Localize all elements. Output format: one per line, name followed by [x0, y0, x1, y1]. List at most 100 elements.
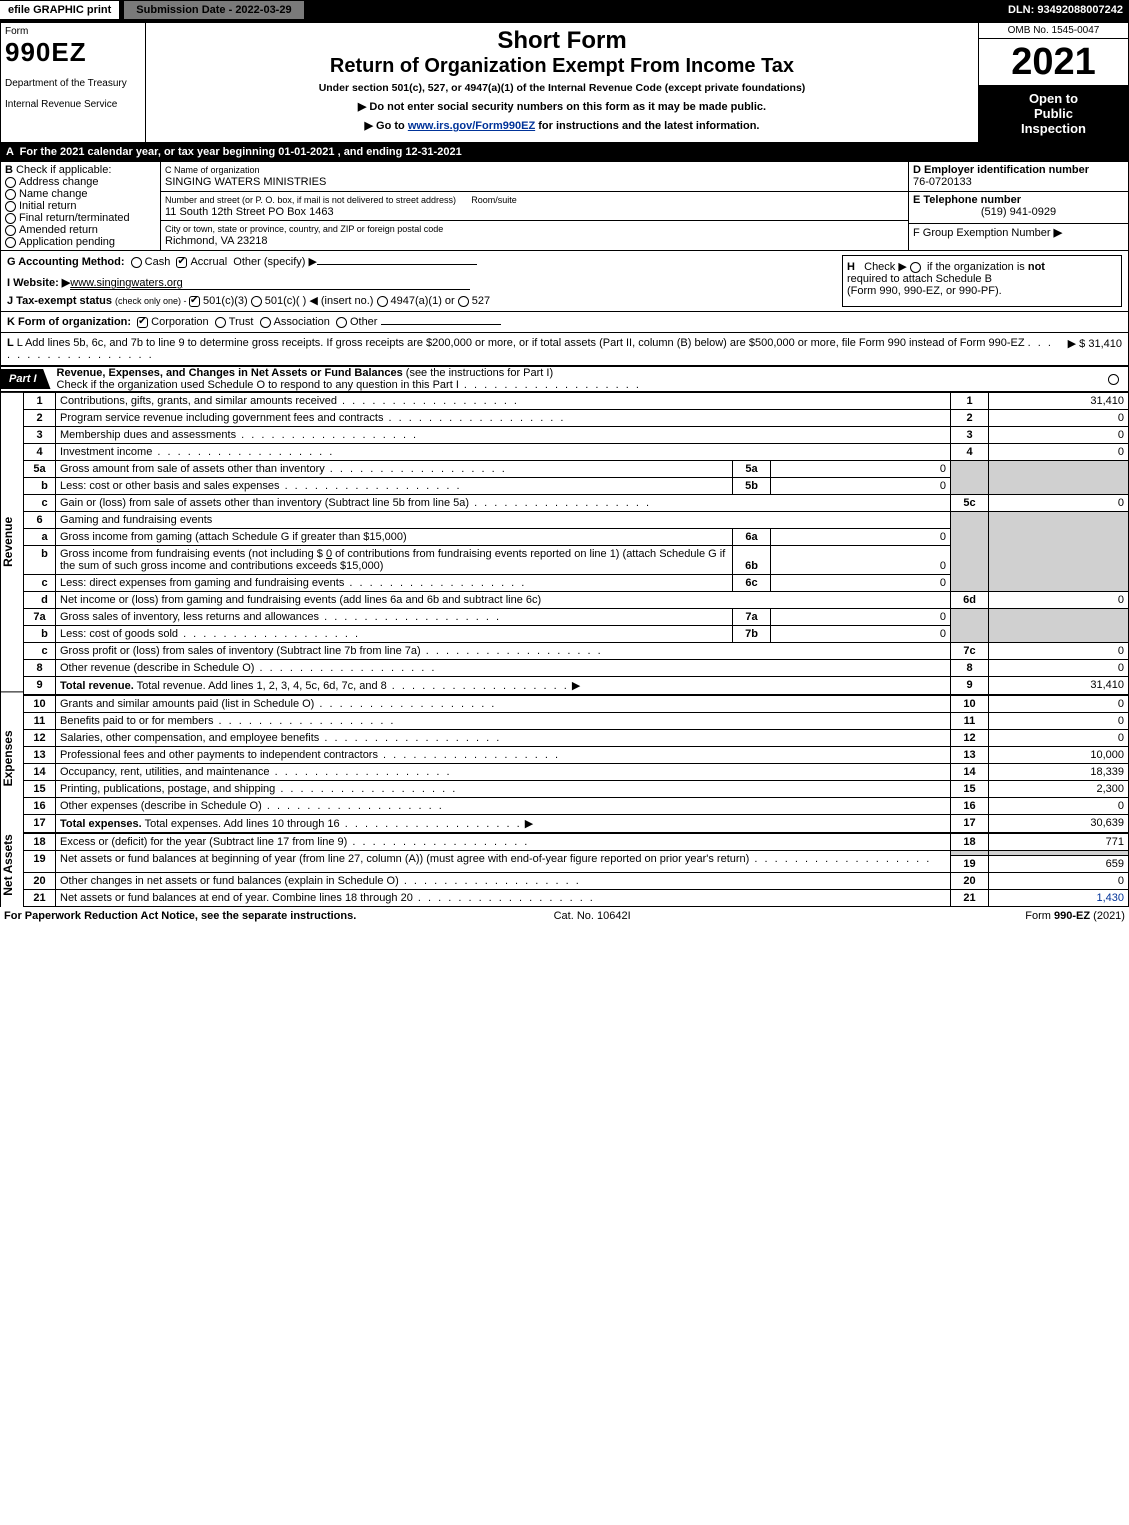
- g-label: G Accounting Method:: [7, 256, 125, 268]
- j-opt0: 501(c)(3): [203, 295, 248, 307]
- chk-lbl-3: Final return/terminated: [19, 212, 130, 224]
- line-2: 2Program service revenue including gover…: [24, 410, 1129, 427]
- checkbox-h[interactable]: [910, 262, 921, 273]
- checkbox-final-return[interactable]: [5, 213, 16, 224]
- checkbox-corporation[interactable]: [137, 317, 148, 328]
- footer-left: For Paperwork Reduction Act Notice, see …: [4, 910, 356, 922]
- ein: 76-0720133: [913, 176, 972, 188]
- section-c-city: City or town, state or province, country…: [161, 221, 909, 251]
- open-line3: Inspection: [983, 121, 1124, 136]
- j-opt2: 4947(a)(1) or: [391, 295, 455, 307]
- line-4: 4Investment income40: [24, 444, 1129, 461]
- part1-title: Revenue, Expenses, and Changes in Net As…: [51, 367, 641, 391]
- g-other: Other (specify) ▶: [233, 256, 317, 268]
- form-header-left: Form 990EZ Department of the Treasury In…: [1, 23, 146, 142]
- c-room-label: Room/suite: [471, 195, 517, 205]
- section-g: G Accounting Method: Cash Accrual Other …: [7, 255, 836, 268]
- efile-label[interactable]: efile GRAPHIC print: [0, 1, 119, 19]
- org-street: 11 South 12th Street PO Box 1463: [165, 206, 334, 218]
- section-l: L L Add lines 5b, 6c, and 7b to line 9 t…: [0, 333, 1129, 366]
- line-10: 10Grants and similar amounts paid (list …: [24, 695, 1129, 713]
- checkbox-accrual[interactable]: [176, 257, 187, 268]
- c-city-label: City or town, state or province, country…: [165, 224, 443, 234]
- checkbox-trust[interactable]: [215, 317, 226, 328]
- line-5c: cGain or (loss) from sale of assets othe…: [24, 495, 1129, 512]
- line-7a: 7aGross sales of inventory, less returns…: [24, 609, 1129, 626]
- k-opt0: Corporation: [151, 316, 208, 328]
- line-5a: 5aGross amount from sale of assets other…: [24, 461, 1129, 478]
- checkbox-cash[interactable]: [131, 257, 142, 268]
- sidebar-revenue: Revenue: [1, 392, 23, 691]
- top-bar: efile GRAPHIC print Submission Date - 20…: [0, 0, 1129, 22]
- h-label: H: [847, 261, 855, 273]
- checkbox-initial-return[interactable]: [5, 201, 16, 212]
- omb-number: OMB No. 1545-0047: [979, 23, 1128, 39]
- checkbox-4947[interactable]: [377, 296, 388, 307]
- l-text: L Add lines 5b, 6c, and 7b to line 9 to …: [17, 337, 1025, 349]
- line-12: 12Salaries, other compensation, and empl…: [24, 730, 1129, 747]
- page-footer: For Paperwork Reduction Act Notice, see …: [0, 907, 1129, 925]
- j-opt1: 501(c)( ) ◀ (insert no.): [265, 295, 374, 307]
- line-9: 9Total revenue. Total revenue. Add lines…: [24, 677, 1129, 696]
- sidebar-expenses: Expenses: [1, 691, 23, 824]
- line-7c: cGross profit or (loss) from sales of in…: [24, 643, 1129, 660]
- chk-lbl-5: Application pending: [19, 236, 115, 248]
- i-label: I Website: ▶: [7, 277, 70, 289]
- h-post: if the organization is: [927, 261, 1028, 273]
- section-c-street: Number and street (or P. O. box, if mail…: [161, 191, 909, 221]
- section-b-header: Check if applicable:: [16, 164, 111, 176]
- line-17: 17Total expenses. Total expenses. Add li…: [24, 815, 1129, 834]
- line-3: 3Membership dues and assessments30: [24, 427, 1129, 444]
- checkbox-amended-return[interactable]: [5, 225, 16, 236]
- checkbox-application-pending[interactable]: [5, 237, 16, 248]
- checkbox-association[interactable]: [260, 317, 271, 328]
- section-k: K Form of organization: Corporation Trus…: [0, 312, 1129, 333]
- part1-check: Check if the organization used Schedule …: [57, 379, 459, 391]
- line-8: 8Other revenue (describe in Schedule O)8…: [24, 660, 1129, 677]
- section-a-text: For the 2021 calendar year, or tax year …: [20, 146, 462, 158]
- header-instr2: ▶ Go to www.irs.gov/Form990EZ for instru…: [152, 119, 972, 132]
- submission-date: Submission Date - 2022-03-29: [123, 0, 304, 20]
- h-line3: (Form 990, 990-EZ, or 990-PF).: [847, 285, 1002, 297]
- l-amount: ▶ $ 31,410: [1060, 337, 1122, 361]
- row-gh: G Accounting Method: Cash Accrual Other …: [0, 251, 1129, 312]
- line-1: 1Contributions, gifts, grants, and simil…: [24, 393, 1129, 410]
- org-info-table: B Check if applicable: Address change Na…: [0, 161, 1129, 251]
- line-21: 21Net assets or fund balances at end of …: [24, 890, 1129, 907]
- website-link[interactable]: www.singingwaters.org: [70, 277, 183, 289]
- chk-lbl-4: Amended return: [19, 224, 98, 236]
- org-city: Richmond, VA 23218: [165, 235, 268, 247]
- instr2-pre: ▶ Go to: [365, 120, 408, 132]
- line-13: 13Professional fees and other payments t…: [24, 747, 1129, 764]
- c-name-label: C Name of organization: [165, 165, 260, 175]
- line-6: 6Gaming and fundraising events: [24, 512, 1129, 529]
- open-line1: Open to: [983, 91, 1124, 106]
- telephone: (519) 941-0929: [913, 206, 1124, 218]
- line-16: 16Other expenses (describe in Schedule O…: [24, 798, 1129, 815]
- e-label: E Telephone number: [913, 194, 1021, 206]
- lines-table: 1Contributions, gifts, grants, and simil…: [23, 392, 1129, 907]
- checkbox-address-change[interactable]: [5, 177, 16, 188]
- checkbox-part1-schedo[interactable]: [1108, 374, 1119, 385]
- d-label: D Employer identification number: [913, 164, 1089, 176]
- k-opt1: Trust: [229, 316, 254, 328]
- open-line2: Public: [983, 106, 1124, 121]
- irs-link[interactable]: www.irs.gov/Form990EZ: [408, 120, 535, 132]
- h-line2: required to attach Schedule B: [847, 273, 992, 285]
- checkbox-527[interactable]: [458, 296, 469, 307]
- checkbox-other-org[interactable]: [336, 317, 347, 328]
- form-number: 990EZ: [5, 37, 141, 68]
- section-c-name: C Name of organization SINGING WATERS MI…: [161, 162, 909, 192]
- checkbox-name-change[interactable]: [5, 189, 16, 200]
- footer-right: Form 990-EZ (2021): [1025, 910, 1125, 922]
- section-i: I Website: ▶www.singingwaters.org: [7, 276, 836, 290]
- line-18: 18Excess or (deficit) for the year (Subt…: [24, 833, 1129, 851]
- line-14: 14Occupancy, rent, utilities, and mainte…: [24, 764, 1129, 781]
- f-label: F Group Exemption Number: [913, 227, 1051, 239]
- part1-header: Part I Revenue, Expenses, and Changes in…: [0, 366, 1129, 392]
- checkbox-501c[interactable]: [251, 296, 262, 307]
- section-a: A For the 2021 calendar year, or tax yea…: [0, 143, 1129, 161]
- dln: DLN: 93492088007242: [1008, 4, 1129, 16]
- checkbox-501c3[interactable]: [189, 296, 200, 307]
- title-sub: Return of Organization Exempt From Incom…: [152, 55, 972, 78]
